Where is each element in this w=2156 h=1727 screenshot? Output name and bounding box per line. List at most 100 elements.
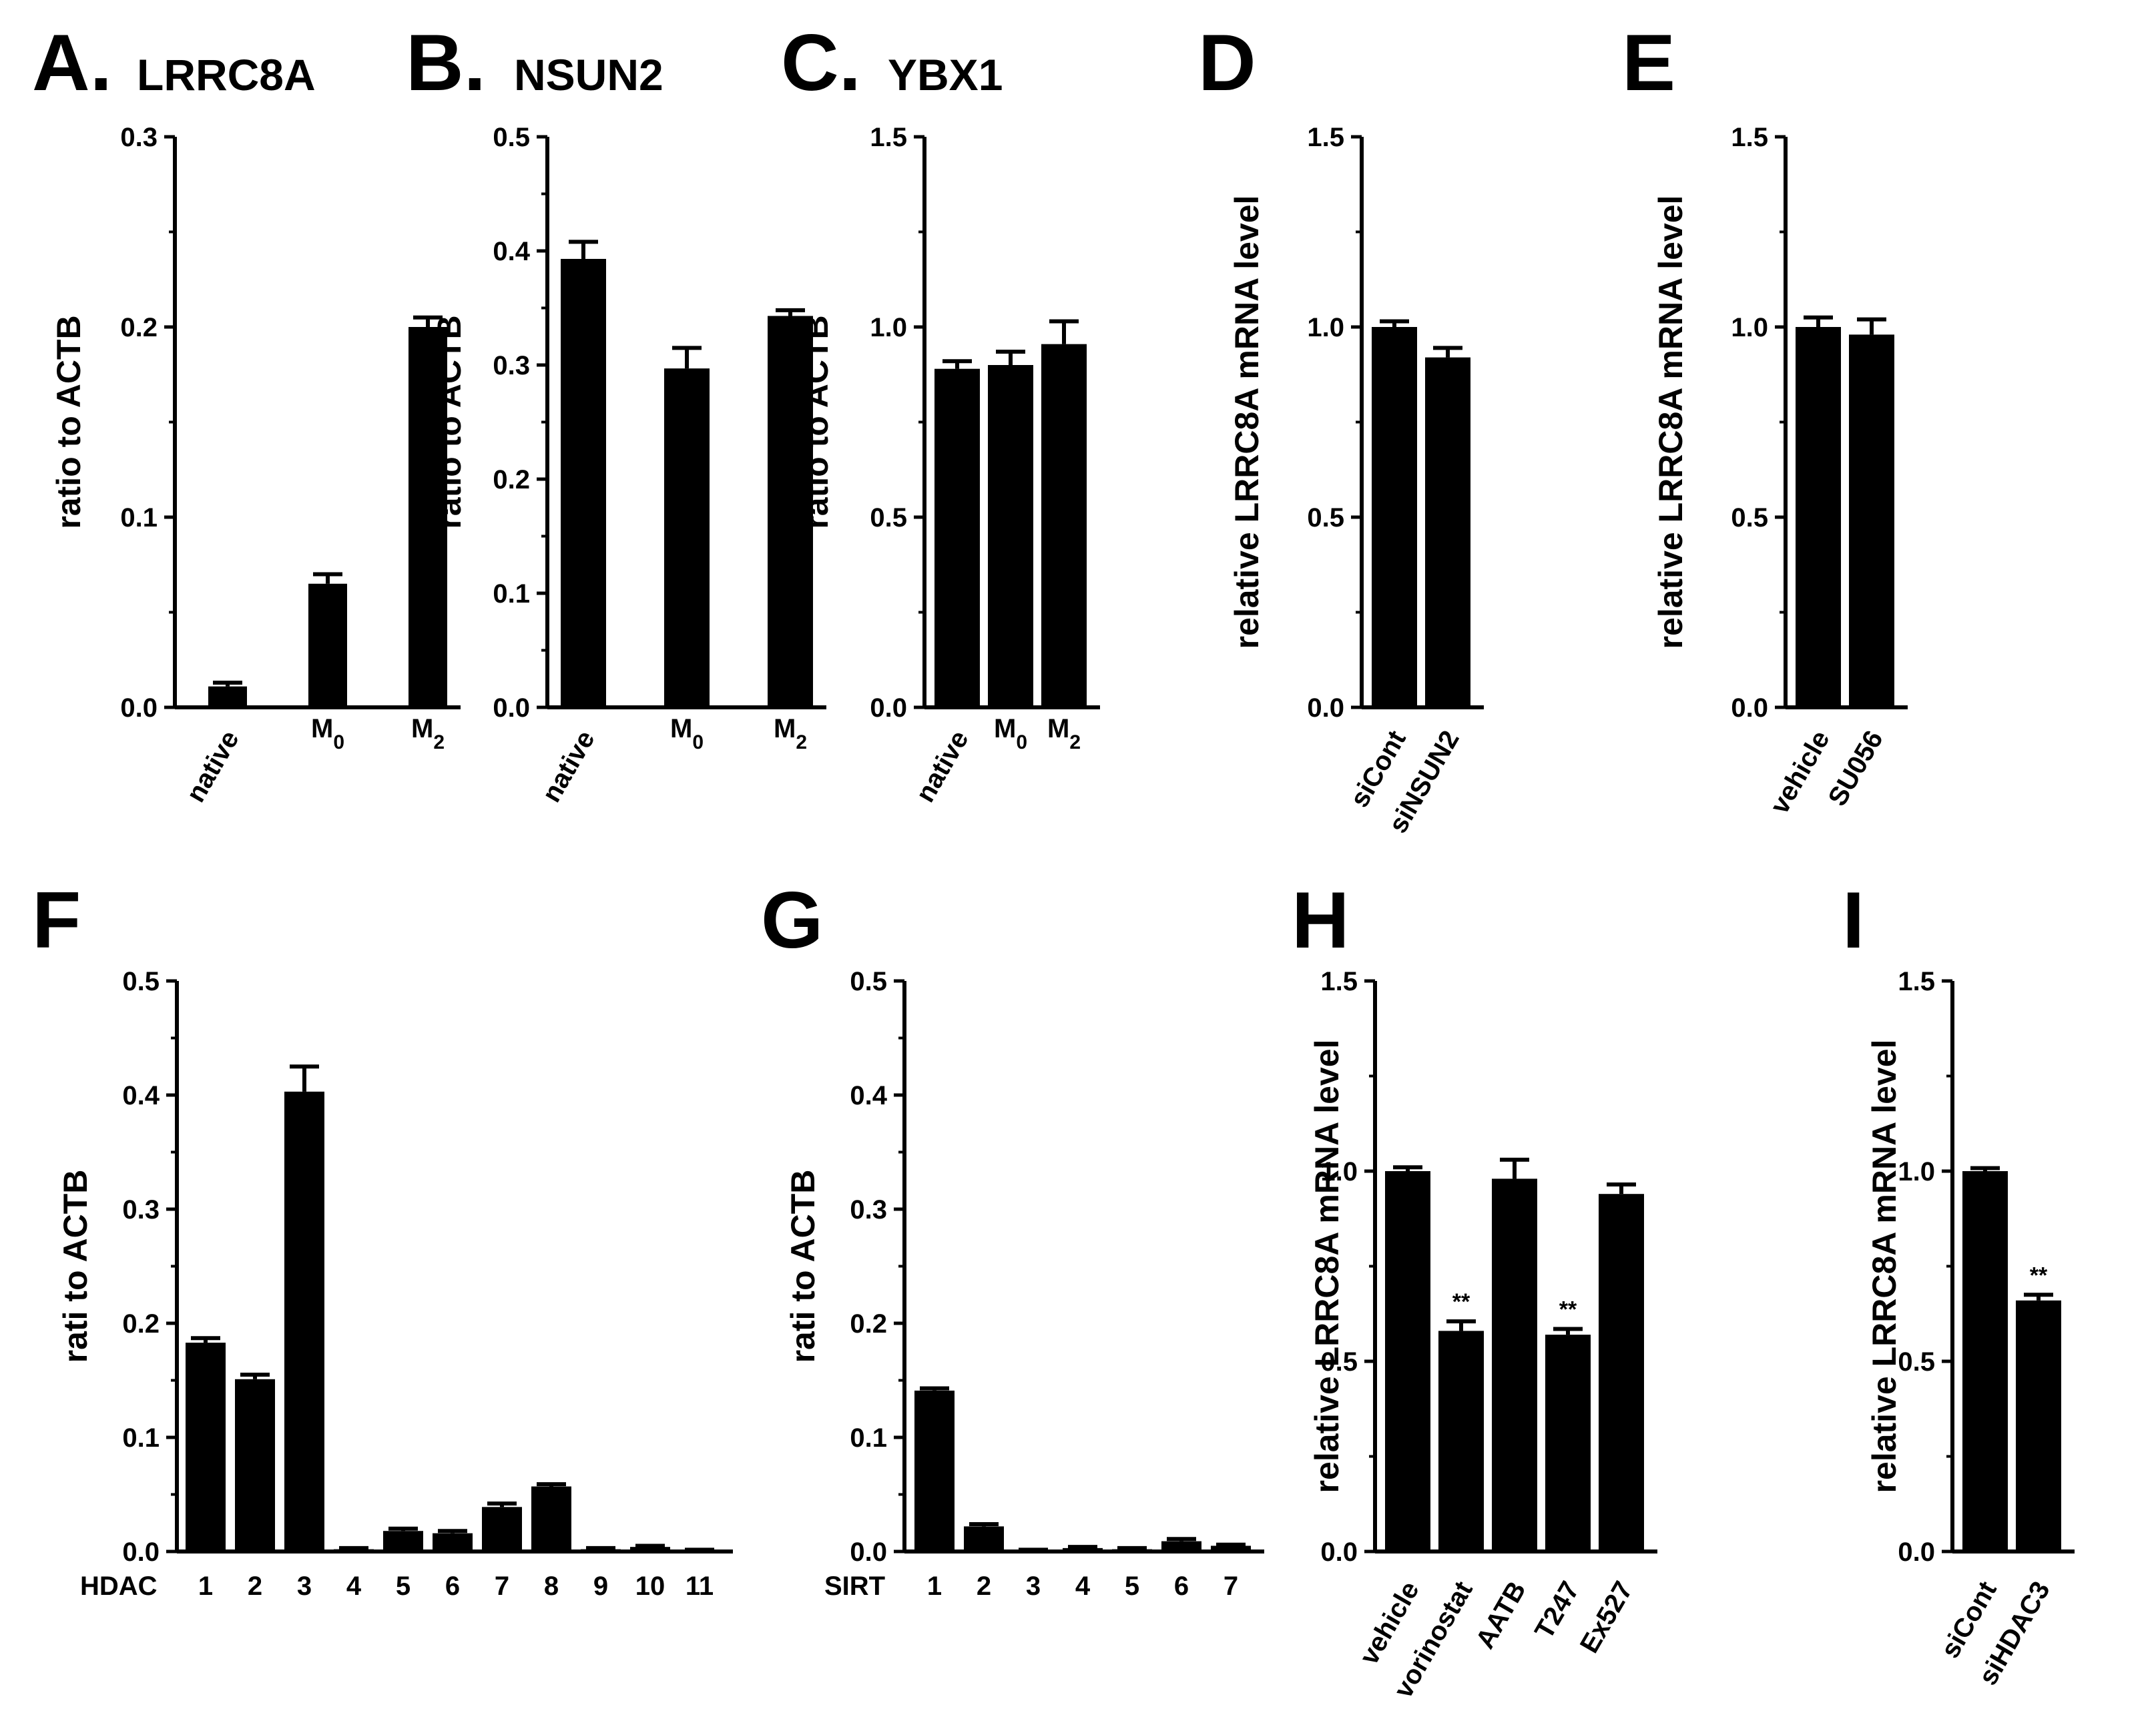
- bar: [664, 368, 710, 707]
- y-tick-label: 0.1: [122, 1423, 160, 1453]
- y-tick-label: 0.5: [1898, 1347, 1935, 1377]
- panel-letter: B.: [406, 18, 486, 107]
- bar: [482, 1507, 522, 1551]
- y-tick-label: 0.5: [870, 503, 907, 533]
- y-tick-label: 0.5: [850, 967, 887, 996]
- bar: [433, 1533, 473, 1551]
- panel-letter: A.: [32, 18, 112, 107]
- category-prefix-label: SIRT: [824, 1572, 885, 1601]
- y-tick-label: 1.5: [1731, 123, 1768, 152]
- bar: [1849, 334, 1894, 707]
- panel-letter: D: [1198, 18, 1256, 107]
- y-tick-label: 0.0: [1307, 693, 1344, 723]
- category-label: 4: [1075, 1572, 1091, 1601]
- bar: [934, 368, 980, 707]
- y-tick-label: 0.2: [122, 1309, 160, 1339]
- bar: [768, 316, 813, 708]
- y-axis-label: ratio to ACTB: [50, 315, 87, 529]
- bar: [581, 1549, 621, 1551]
- bar: [1599, 1194, 1644, 1551]
- panel-title: NSUN2: [514, 50, 663, 99]
- category-label: 10: [635, 1572, 665, 1601]
- y-axis-label: relative LRRC8A mRNA level: [1308, 1040, 1346, 1493]
- y-tick-label: 0.0: [493, 693, 530, 723]
- bar: [531, 1486, 571, 1551]
- y-tick-label: 1.5: [1898, 967, 1935, 996]
- panel-letter: F: [32, 876, 81, 965]
- category-label: 4: [346, 1572, 362, 1601]
- category-label: 3: [297, 1572, 312, 1601]
- significance-label: **: [2030, 1263, 2048, 1288]
- bar: [914, 1390, 955, 1551]
- bar: [2016, 1300, 2061, 1551]
- y-tick-label: 0.1: [120, 503, 158, 533]
- y-tick-label: 0.4: [122, 1081, 160, 1110]
- y-tick-label: 0.0: [1731, 693, 1768, 723]
- y-tick-label: 0.0: [1898, 1537, 1935, 1567]
- y-tick-label: 0.5: [122, 967, 160, 996]
- category-label: 5: [1125, 1572, 1139, 1601]
- bar: [186, 1343, 226, 1551]
- y-tick-label: 0.5: [1307, 503, 1344, 533]
- y-tick-label: 1.5: [1320, 967, 1358, 996]
- y-tick-label: 0.4: [493, 237, 530, 266]
- category-label: 5: [396, 1572, 411, 1601]
- bar: [235, 1379, 275, 1551]
- y-tick-label: 0.0: [1320, 1537, 1358, 1567]
- panel-title: YBX1: [888, 50, 1003, 99]
- panel-title: LRRC8A: [137, 50, 316, 99]
- y-tick-label: 1.0: [870, 313, 907, 342]
- y-tick-label: 0.4: [850, 1081, 887, 1110]
- bar: [561, 258, 606, 708]
- bar: [1063, 1547, 1103, 1551]
- bar: [1112, 1549, 1152, 1551]
- bar: [334, 1549, 374, 1551]
- y-tick-label: 1.0: [1320, 1157, 1358, 1186]
- panel-g: G 0.0 0.1 0.2 0.3 0.4 0.5 rati to ACTB 1 2 3 4 5 6 7 SI…: [761, 876, 1264, 1601]
- y-tick-label: 1.0: [1307, 313, 1344, 342]
- y-tick-label: 1.0: [1898, 1157, 1935, 1186]
- category-label: 2: [977, 1572, 991, 1601]
- y-axis-label: relative LRRC8A mRNA level: [1228, 196, 1266, 649]
- bar: [383, 1531, 423, 1551]
- y-tick-label: 0.0: [850, 1537, 887, 1567]
- panel-f: F 0.0 0.1 0.2 0.3 0.4 0.5 rati to ACTB 1 2 3 4 5 6 7 8 9…: [32, 876, 733, 1601]
- panel-letter: I: [1842, 876, 1864, 965]
- category-label: 3: [1026, 1572, 1041, 1601]
- category-label: 8: [544, 1572, 559, 1601]
- bar: [1425, 357, 1470, 707]
- y-tick-label: 0.0: [120, 693, 158, 723]
- category-label: 6: [445, 1572, 460, 1601]
- bar: [409, 327, 447, 707]
- y-tick-label: 0.5: [493, 123, 530, 152]
- bar: [1385, 1171, 1430, 1551]
- panel-letter: C.: [781, 18, 861, 107]
- category-label: 7: [495, 1572, 509, 1601]
- y-tick-label: 0.1: [493, 579, 530, 609]
- y-tick-label: 0.2: [850, 1309, 887, 1339]
- y-axis-label: rati to ACTB: [784, 1170, 822, 1363]
- significance-label: **: [1452, 1289, 1470, 1315]
- panel-letter: G: [761, 876, 823, 965]
- y-tick-label: 0.1: [850, 1423, 887, 1453]
- bar: [208, 686, 247, 707]
- bar: [308, 583, 347, 707]
- bar: [988, 365, 1033, 707]
- y-axis-label: relative LRRC8A mRNA level: [1652, 196, 1689, 649]
- y-tick-label: 1.5: [870, 123, 907, 152]
- bar: [964, 1526, 1004, 1551]
- bar: [1796, 327, 1841, 707]
- panel-letter: E: [1622, 18, 1675, 107]
- bar: [1161, 1541, 1201, 1551]
- y-tick-label: 1.5: [1307, 123, 1344, 152]
- category-label: 6: [1174, 1572, 1189, 1601]
- y-tick-label: 0.0: [122, 1537, 160, 1567]
- bar: [1962, 1171, 2008, 1551]
- y-axis-label: relative LRRC8A mRNA level: [1866, 1040, 1903, 1493]
